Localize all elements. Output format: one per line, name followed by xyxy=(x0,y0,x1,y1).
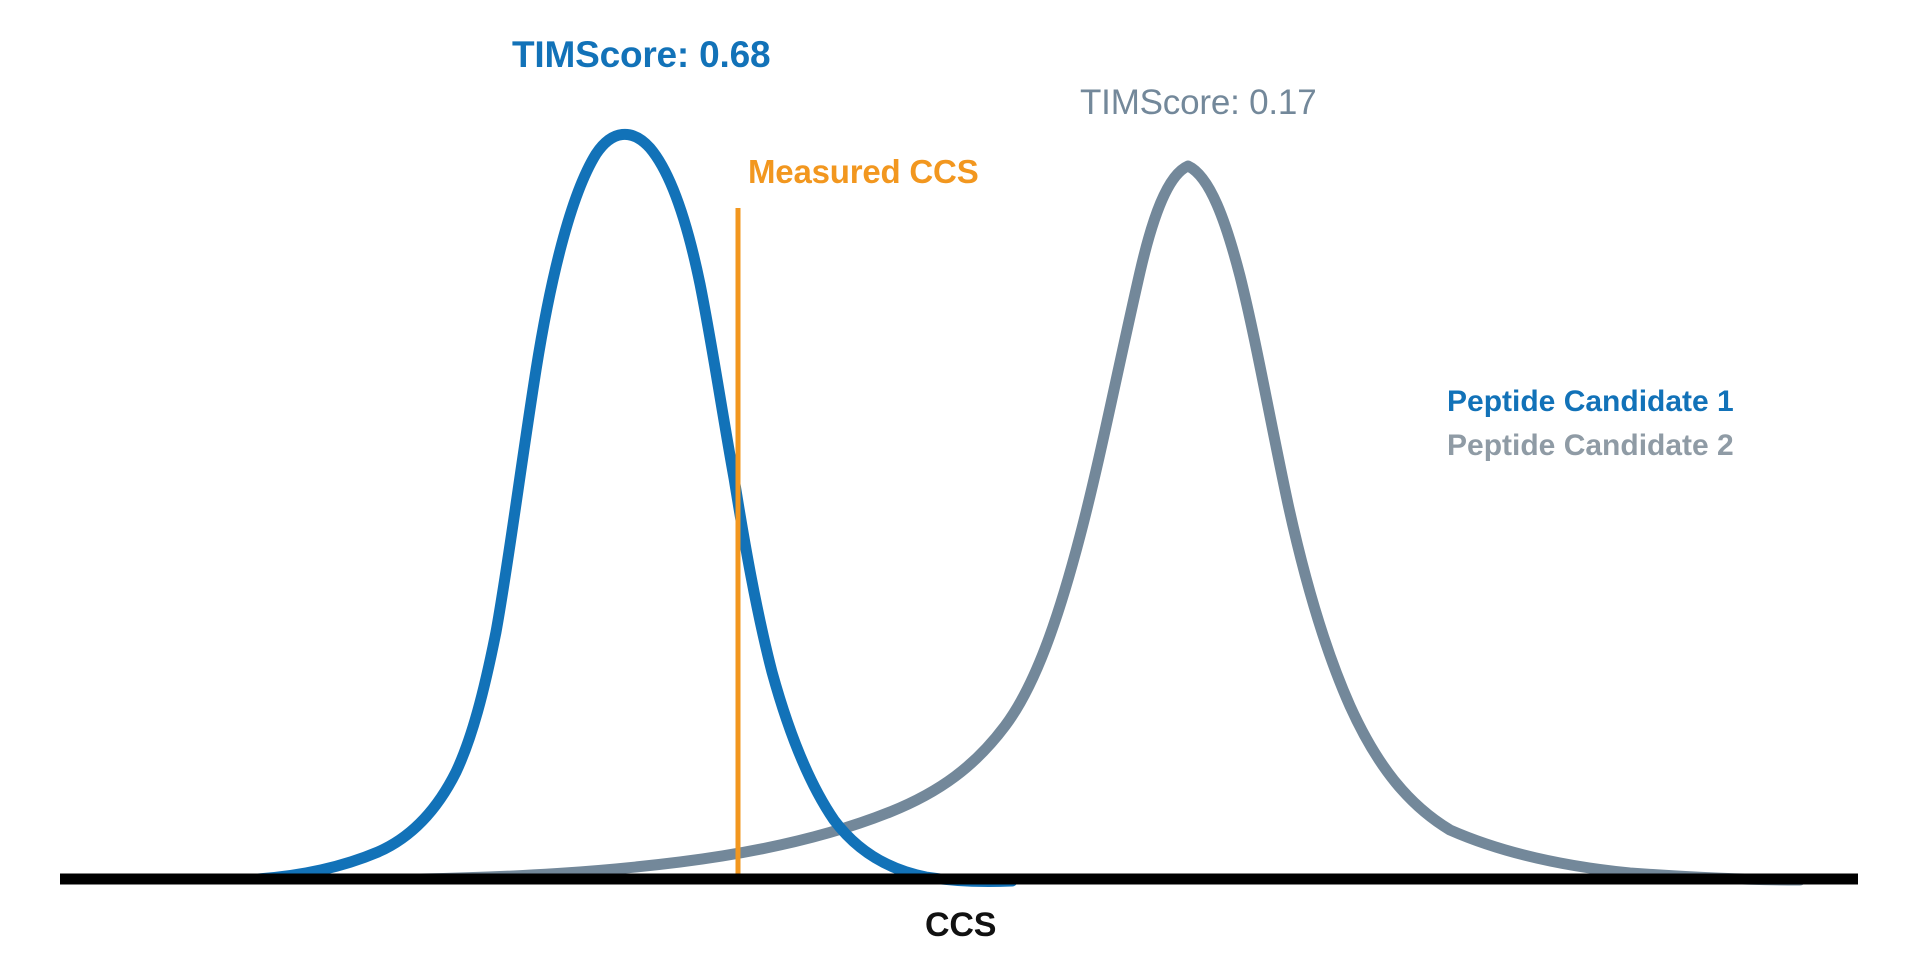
annotation-timscore-candidate-1: TIMScore: 0.68 xyxy=(512,34,771,75)
legend-item-peptide-candidate-2: Peptide Candidate 2 xyxy=(1447,428,1734,462)
curve-peptide-candidate-2 xyxy=(414,160,1806,886)
curve-peptide-candidate-1 xyxy=(252,128,1018,888)
x-axis-label: CCS xyxy=(925,906,997,944)
annotation-measured-ccs: Measured CCS xyxy=(748,153,979,190)
annotation-timscore-candidate-2: TIMScore: 0.17 xyxy=(1080,83,1317,122)
chart-legend: Peptide Candidate 1 Peptide Candidate 2 xyxy=(1447,380,1734,467)
legend-item-peptide-candidate-1: Peptide Candidate 1 xyxy=(1447,385,1734,418)
